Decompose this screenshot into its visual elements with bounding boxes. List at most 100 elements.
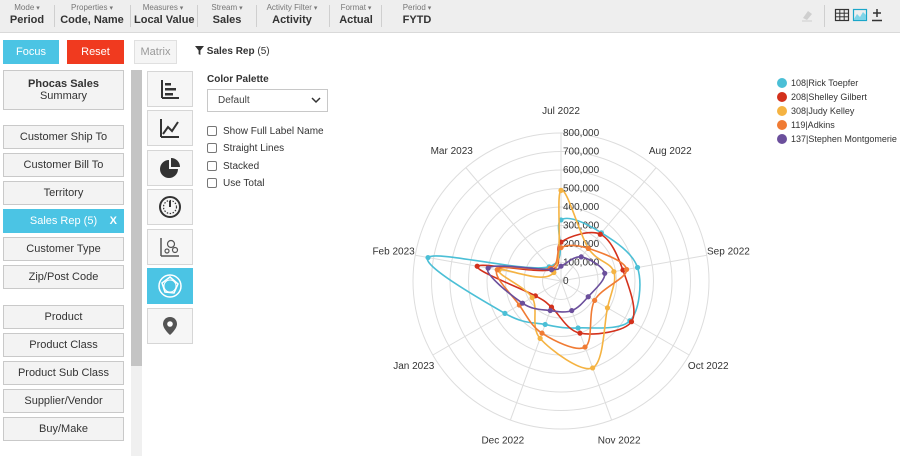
data-point	[519, 300, 526, 306]
data-point	[558, 187, 564, 193]
data-point	[502, 310, 508, 316]
data-point	[598, 230, 605, 236]
tick-label: 100,000	[563, 258, 600, 269]
measures-dropdown[interactable]: Measures Local Value	[134, 3, 195, 26]
data-point	[558, 245, 564, 251]
checkbox-label: Straight Lines	[223, 142, 285, 154]
active-filter[interactable]: Sales Rep (5)	[195, 46, 270, 57]
color-palette-title: Color Palette	[207, 74, 269, 85]
dimension-supplier-vendor[interactable]: Supplier/Vendor	[3, 389, 124, 413]
reset-button[interactable]: Reset	[67, 40, 124, 64]
eraser-icon[interactable]	[799, 7, 815, 23]
tick-label: 500,000	[563, 184, 600, 195]
chart-view-icon[interactable]	[852, 7, 868, 23]
legend-item[interactable]: 119|Adkins	[777, 119, 835, 131]
chart-type-bubble[interactable]	[147, 229, 193, 265]
grid-spoke	[560, 280, 690, 356]
checkbox-box[interactable]	[207, 161, 217, 171]
map-pin-icon	[163, 317, 177, 335]
dimension-product-class[interactable]: Product Class	[3, 333, 124, 357]
legend-swatch	[777, 92, 787, 102]
data-point	[558, 263, 564, 269]
toolbar-divider	[256, 5, 257, 27]
data-point	[597, 231, 603, 237]
matrix-button[interactable]: Matrix	[134, 40, 177, 64]
tick-label: 200,000	[563, 239, 600, 250]
dimension-sales-rep-label: Sales Rep (5)	[29, 215, 98, 227]
legend-label: 137|Stephen Montgomerie	[791, 134, 897, 144]
bar-chart-icon	[161, 80, 179, 99]
scrollbar-thumb[interactable]	[131, 70, 142, 366]
data-point	[604, 305, 611, 311]
color-palette-select[interactable]: Default	[207, 89, 328, 112]
data-point	[548, 267, 555, 273]
chart-type-map[interactable]	[147, 308, 193, 344]
focus-button[interactable]: Focus	[3, 40, 59, 64]
grid-ring	[523, 243, 599, 319]
legend-item[interactable]: 108|Rick Toepfer	[777, 77, 858, 89]
dimension-zip-post-code[interactable]: Zip/Post Code	[3, 265, 124, 289]
line-chart-icon	[160, 119, 179, 138]
remove-filter-button[interactable]: X	[109, 215, 117, 227]
dimension-customer-ship-to[interactable]: Customer Ship To	[3, 125, 124, 149]
add-total-icon[interactable]	[869, 7, 885, 23]
grid-ring	[505, 225, 617, 337]
dimension-customer-type[interactable]: Customer Type	[3, 237, 124, 261]
dimension-sales-rep[interactable]: Sales Rep (5) X	[3, 209, 124, 233]
checkbox-box[interactable]	[207, 143, 217, 153]
category-label: Mar 2023	[431, 146, 474, 157]
chart-type-line[interactable]	[147, 110, 193, 146]
activity-filter-dropdown[interactable]: Activity Filter Activity	[261, 3, 323, 26]
dimension-customer-bill-to[interactable]: Customer Bill To	[3, 153, 124, 177]
dimension-buy-make[interactable]: Buy/Make	[3, 417, 124, 441]
dimension-product-sub-class[interactable]: Product Sub Class	[3, 361, 124, 385]
chart-type-radar[interactable]	[147, 268, 193, 304]
data-point	[585, 294, 591, 300]
data-point	[547, 307, 553, 314]
data-point	[611, 269, 617, 275]
chart-type-pie[interactable]	[147, 150, 193, 186]
chart-type-gauge[interactable]	[147, 189, 193, 225]
data-point	[494, 267, 500, 273]
series-line	[486, 256, 606, 313]
checkbox-label: Show Full Label Name	[223, 125, 324, 137]
legend-item[interactable]: 308|Judy Kelley	[777, 105, 854, 117]
summary-button[interactable]: Phocas Sales Summary	[3, 70, 124, 110]
grid-spoke	[560, 254, 707, 282]
period-dropdown[interactable]: Period FYTD	[387, 3, 447, 26]
category-label: Aug 2022	[649, 146, 692, 157]
format-dropdown[interactable]: Format Actual	[336, 3, 376, 26]
data-point	[548, 267, 555, 273]
legend-label: 308|Judy Kelley	[791, 106, 855, 116]
dimension-product[interactable]: Product	[3, 305, 124, 329]
stacked-checkbox[interactable]: Stacked	[207, 159, 259, 173]
data-point	[532, 293, 538, 299]
data-point	[578, 254, 584, 260]
gauge-icon	[159, 196, 181, 218]
use-total-checkbox[interactable]: Use Total	[207, 176, 265, 190]
category-label: Dec 2022	[481, 436, 524, 447]
properties-dropdown[interactable]: Properties Code, Name	[60, 3, 124, 26]
legend-item[interactable]: 137|Stephen Montgomerie	[777, 133, 897, 145]
straight-lines-checkbox[interactable]: Straight Lines	[207, 141, 284, 155]
category-label: Jul 2022	[542, 106, 580, 117]
checkbox-box[interactable]	[207, 178, 217, 188]
data-point	[628, 319, 635, 325]
grid-spoke	[560, 167, 657, 282]
category-label: Sep 2022	[707, 246, 750, 257]
stream-dropdown[interactable]: Stream Sales	[203, 3, 251, 26]
mode-dropdown[interactable]: Mode Period	[6, 3, 48, 26]
data-point	[546, 264, 552, 270]
dimension-territory[interactable]: Territory	[3, 181, 124, 205]
data-point	[623, 266, 630, 273]
data-point	[634, 264, 641, 271]
filter-count: (5)	[257, 46, 270, 57]
legend-item[interactable]: 208|Shelley Gilbert	[777, 91, 867, 103]
legend-label: 208|Shelley Gilbert	[791, 92, 867, 102]
show-full-label-checkbox[interactable]: Show Full Label Name	[207, 124, 324, 138]
chart-type-bar[interactable]	[147, 71, 193, 107]
dimension-scrollbar[interactable]	[131, 70, 142, 456]
data-point	[602, 270, 608, 276]
checkbox-box[interactable]	[207, 126, 217, 136]
grid-view-icon[interactable]	[834, 7, 850, 23]
